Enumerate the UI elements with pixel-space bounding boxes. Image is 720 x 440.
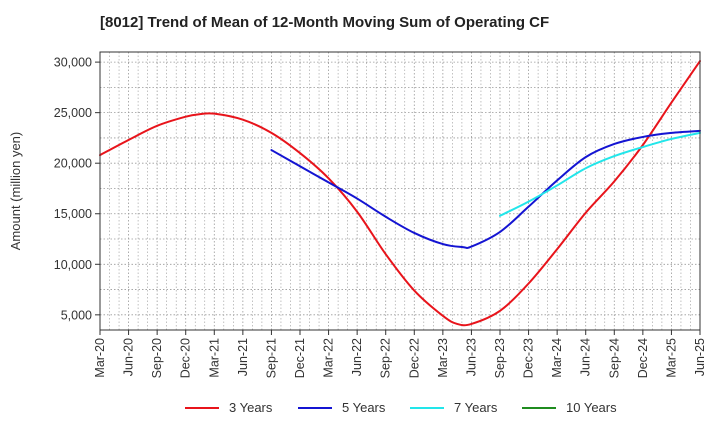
- legend-item-7-years: 7 Years: [410, 400, 497, 415]
- legend: 3 Years 5 Years 7 Years 10 Years: [0, 400, 720, 430]
- x-tick-label: Dec-24: [636, 338, 650, 378]
- y-tick-layer: 5,000 10,000 15,000 20,000 25,000 30,000: [54, 56, 100, 322]
- y-tick-label: 25,000: [54, 106, 92, 120]
- x-tick-label: Jun-25: [693, 338, 707, 376]
- x-tick-label: Dec-21: [293, 338, 307, 378]
- legend-label: 5 Years: [342, 400, 386, 415]
- x-tick-label: Jun-22: [350, 338, 364, 376]
- x-tick-label: Mar-24: [550, 338, 564, 378]
- x-tick-label: Jun-21: [236, 338, 250, 376]
- x-tick-label: Sep-24: [607, 338, 621, 378]
- x-tick-label: Mar-22: [322, 338, 336, 378]
- series-line-3-years: [99, 60, 701, 327]
- legend-item-5-years: 5 Years: [298, 400, 385, 415]
- grid-layer: [100, 52, 700, 330]
- legend-label: 7 Years: [454, 400, 498, 415]
- x-tick-label: Mar-21: [207, 338, 221, 378]
- x-tick-label: Dec-23: [522, 338, 536, 378]
- legend-swatch: [522, 406, 556, 409]
- legend-swatch: [185, 406, 219, 409]
- y-tick-label: 10,000: [54, 258, 92, 272]
- y-tick-label: 30,000: [54, 56, 92, 70]
- y-tick-label: 20,000: [54, 157, 92, 171]
- x-tick-label: Dec-22: [407, 338, 421, 378]
- y-tick-label: 15,000: [54, 207, 92, 221]
- x-tick-layer: Mar-20 Jun-20 Sep-20 Dec-20 Mar-21 Jun-21 Sep-…: [93, 330, 707, 378]
- x-tick-label: Jun-20: [122, 338, 136, 376]
- legend-item-10-years: 10 Years: [522, 400, 617, 415]
- legend-label: 3 Years: [229, 400, 273, 415]
- x-tick-label: Sep-22: [379, 338, 393, 378]
- legend-swatch: [410, 406, 444, 409]
- chart-svg: 5,000 10,000 15,000 20,000 25,000 30,000 Mar-…: [8, 51, 707, 378]
- y-tick-label: 5,000: [61, 308, 92, 322]
- series-line-5-years: [270, 129, 701, 249]
- series-line-7-years: [499, 131, 701, 217]
- x-tick-label: Sep-20: [150, 338, 164, 378]
- legend-swatch: [298, 406, 332, 409]
- x-tick-label: Sep-23: [493, 338, 507, 378]
- plot-background: [100, 52, 700, 330]
- x-tick-label: Mar-25: [664, 338, 678, 378]
- x-tick-label: Dec-20: [179, 338, 193, 378]
- x-tick-label: Jun-24: [579, 338, 593, 376]
- series-layer: [99, 60, 701, 327]
- x-tick-label: Sep-21: [264, 338, 278, 378]
- legend-label: 10 Years: [566, 400, 617, 415]
- y-axis-label: Amount (million yen): [8, 132, 23, 251]
- x-tick-label: Mar-23: [436, 338, 450, 378]
- chart-title: [8012] Trend of Mean of 12-Month Moving …: [100, 14, 550, 31]
- x-tick-label: Jun-23: [464, 338, 478, 376]
- plot-frame: [99, 51, 701, 331]
- x-tick-label: Mar-20: [93, 338, 107, 378]
- legend-item-3-years: 3 Years: [185, 400, 272, 415]
